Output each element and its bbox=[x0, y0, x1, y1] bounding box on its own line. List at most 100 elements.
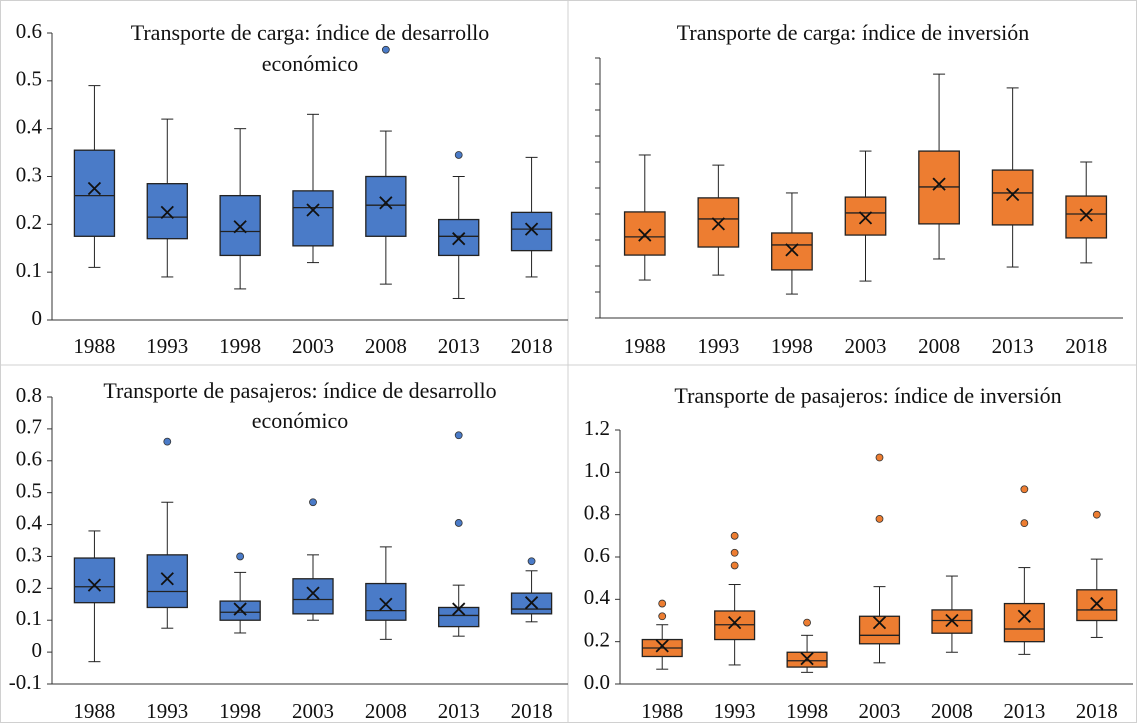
mean-marker bbox=[800, 651, 814, 666]
x-tick-label: 2018 bbox=[1065, 334, 1107, 358]
mean-marker bbox=[379, 597, 393, 611]
x-tick-label: 2013 bbox=[1003, 699, 1045, 723]
y-tick-label: 0.8 bbox=[584, 500, 610, 524]
chart-title: Transporte de pasajeros: índice de desar… bbox=[103, 378, 496, 403]
y-tick-label: -0.1 bbox=[9, 670, 42, 694]
mean-marker bbox=[87, 578, 102, 592]
box bbox=[365, 582, 407, 621]
y-tick-label: 0.5 bbox=[16, 67, 42, 91]
outlier bbox=[730, 548, 739, 557]
chart-title: Transporte de carga: índice de desarroll… bbox=[131, 20, 490, 45]
box bbox=[146, 183, 188, 240]
box bbox=[1076, 589, 1118, 622]
outlier bbox=[236, 552, 245, 561]
y-tick-label: 0.2 bbox=[16, 574, 42, 598]
y-tick-label: 0.4 bbox=[16, 510, 43, 534]
outlier bbox=[658, 612, 667, 621]
x-tick-label: 1998 bbox=[219, 699, 261, 723]
mean-marker bbox=[728, 615, 742, 630]
mean-marker bbox=[524, 596, 539, 610]
x-tick-label: 1988 bbox=[73, 699, 115, 723]
box bbox=[292, 190, 334, 247]
x-tick-label: 2008 bbox=[931, 699, 973, 723]
y-tick-label: 0.3 bbox=[16, 162, 42, 186]
box bbox=[991, 169, 1034, 226]
box bbox=[1065, 195, 1108, 239]
outlier bbox=[163, 437, 172, 446]
y-tick-label: 0.7 bbox=[16, 415, 42, 439]
y-tick-label: 0.2 bbox=[16, 210, 42, 234]
x-tick-label: 2013 bbox=[992, 334, 1034, 358]
mean-marker bbox=[379, 196, 393, 210]
mean-marker bbox=[1079, 208, 1093, 222]
outlier bbox=[875, 515, 884, 523]
mean-marker bbox=[1017, 609, 1031, 623]
y-tick-label: 0.4 bbox=[584, 585, 611, 609]
x-tick-label: 2008 bbox=[365, 699, 407, 723]
mean-marker bbox=[932, 177, 946, 191]
box bbox=[146, 554, 188, 609]
outlier bbox=[1092, 510, 1101, 519]
outlier bbox=[1020, 519, 1029, 528]
x-tick-label: 1998 bbox=[786, 699, 828, 723]
box bbox=[1003, 602, 1045, 643]
x-tick-label: 2003 bbox=[292, 699, 334, 723]
outlier bbox=[875, 453, 884, 462]
mean-marker bbox=[655, 639, 669, 653]
box bbox=[73, 557, 116, 604]
y-tick-label: 0.4 bbox=[16, 114, 43, 138]
outlier bbox=[454, 431, 463, 440]
box bbox=[292, 578, 334, 615]
box bbox=[771, 232, 813, 271]
x-tick-label: 2018 bbox=[511, 334, 553, 358]
box bbox=[697, 197, 740, 248]
mean-marker bbox=[711, 217, 725, 231]
outlier bbox=[381, 45, 390, 54]
x-tick-label: 2003 bbox=[292, 334, 334, 358]
outlier bbox=[730, 561, 739, 570]
y-tick-label: 0.1 bbox=[16, 606, 42, 630]
x-tick-label: 1988 bbox=[624, 334, 666, 358]
chart-title: económico bbox=[252, 408, 349, 433]
outlier bbox=[658, 599, 667, 608]
outlier bbox=[309, 498, 317, 507]
box bbox=[219, 600, 261, 621]
chart-title: Transporte de pasajeros: índice de inver… bbox=[674, 383, 1061, 408]
mean-marker bbox=[87, 181, 102, 196]
y-tick-label: 0.5 bbox=[16, 478, 42, 502]
x-tick-label: 2003 bbox=[859, 699, 901, 723]
chart-title: económico bbox=[262, 51, 359, 76]
x-tick-label: 2018 bbox=[511, 699, 553, 723]
mean-marker bbox=[452, 602, 466, 616]
outlier bbox=[803, 618, 811, 627]
mean-marker bbox=[858, 211, 873, 225]
y-tick-label: 0.8 bbox=[16, 383, 42, 407]
x-tick-label: 1988 bbox=[73, 334, 115, 358]
y-tick-label: 0.1 bbox=[16, 258, 42, 282]
mean-marker bbox=[638, 228, 652, 242]
x-tick-label: 1993 bbox=[697, 334, 739, 358]
y-tick-label: 0.6 bbox=[16, 447, 42, 471]
x-tick-label: 1998 bbox=[771, 334, 813, 358]
x-tick-label: 1988 bbox=[641, 699, 683, 723]
x-tick-label: 2008 bbox=[918, 334, 960, 358]
outlier bbox=[454, 519, 463, 527]
box bbox=[438, 606, 480, 628]
y-tick-label: 0.2 bbox=[584, 627, 610, 651]
mean-marker bbox=[306, 203, 320, 217]
y-tick-label: 1.2 bbox=[584, 416, 610, 440]
outlier bbox=[527, 557, 536, 566]
mean-marker bbox=[233, 602, 247, 616]
box bbox=[858, 615, 901, 645]
x-tick-label: 2003 bbox=[845, 334, 887, 358]
x-tick-label: 2013 bbox=[438, 699, 480, 723]
mean-marker bbox=[160, 572, 174, 586]
mean-marker bbox=[1090, 596, 1104, 611]
mean-marker bbox=[524, 222, 539, 236]
mean-marker bbox=[452, 232, 466, 246]
box bbox=[623, 211, 666, 256]
x-tick-label: 1993 bbox=[146, 334, 188, 358]
mean-marker bbox=[872, 615, 887, 630]
y-tick-label: 0.0 bbox=[584, 670, 610, 694]
mean-marker bbox=[160, 205, 174, 220]
